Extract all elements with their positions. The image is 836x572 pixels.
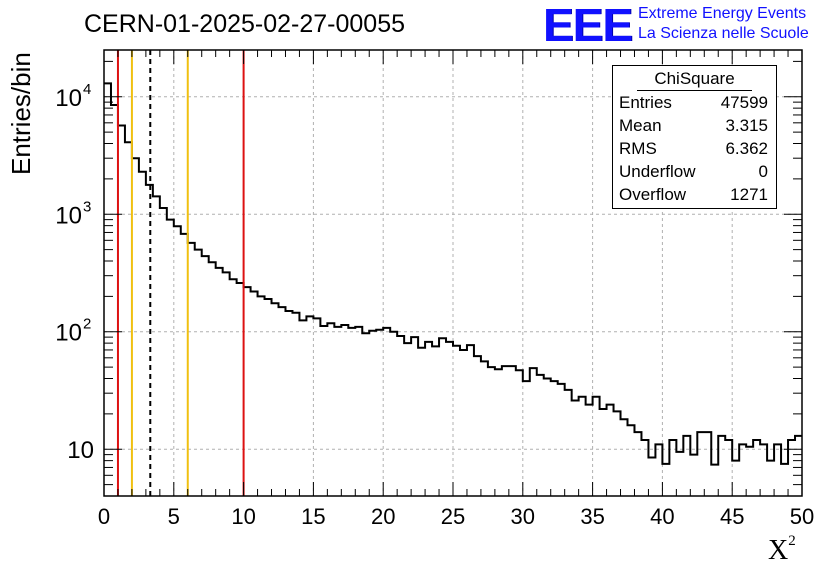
y-tick-label: 10 [67,437,94,464]
logo-text-line1: Extreme Energy Events [638,5,807,22]
y-tick-label-base: 10 [55,85,82,112]
stats-value: 0 [758,162,768,181]
stats-label: Entries [619,93,672,112]
x-tick-label: 30 [511,504,535,529]
x-axis-label: X2 [768,532,796,567]
x-tick-label: 45 [720,504,744,529]
y-tick-label-base: 10 [55,320,82,347]
stats-label: Overflow [619,185,687,204]
stats-row-rms: RMS 6.362 [613,137,776,160]
y-tick-label: 10 [55,320,82,347]
chart-title: CERN-01-2025-02-27-00055 [84,10,406,38]
x-tick-label: 35 [580,504,604,529]
x-tick-label: 20 [371,504,395,529]
stats-label: Underflow [619,162,696,181]
stats-divider [637,90,752,91]
stats-value: 47599 [720,93,768,112]
stats-title: ChiSquare [654,69,735,88]
stats-row-entries: Entries 47599 [613,91,776,114]
eee-logo-mark: EEE [543,0,633,51]
stats-row-mean: Mean 3.315 [613,114,776,137]
stats-value: 3.315 [725,116,768,135]
histogram [104,82,802,466]
y-tick-label: 10 [55,85,82,112]
stats-box: ChiSquare Entries 47599 Mean 3.315 RMS 6.362 U… [612,65,777,209]
stats-value: 1271 [730,185,768,204]
stats-rows: Entries 47599 Mean 3.315 RMS 6.362 Underflow 0 O… [613,91,776,206]
y-tick-label-exp: 4 [83,81,91,98]
x-tick-label: 25 [441,504,465,529]
stats-value: 6.362 [725,139,768,158]
histogram-line [104,82,802,466]
x-tick-label: 15 [301,504,325,529]
x-axis-label-sup: 2 [788,532,796,549]
x-tick-label: 40 [650,504,674,529]
y-tick-label-base: 10 [67,437,94,464]
stats-row-underflow: Underflow 0 [613,160,776,183]
x-tick-label: 50 [790,504,814,529]
x-axis-label-text: X [768,535,789,566]
y-tick-label-base: 10 [55,202,82,229]
x-tick-labels: 0 5 10 15 20 25 30 35 40 45 50 [98,504,814,529]
y-tick-label: 10 [55,202,82,229]
y-tick-label-exp: 3 [83,198,91,215]
x-tick-label: 5 [168,504,180,529]
x-tick-label: 10 [231,504,255,529]
stats-label: Mean [619,116,662,135]
stats-row-overflow: Overflow 1271 [613,183,776,206]
stats-label: RMS [619,139,657,158]
vertical-markers [116,50,245,496]
y-tick-label-exp: 2 [83,316,91,333]
logo-text-line2: La Scienza nelle Scuole [638,25,809,42]
x-tick-label: 0 [98,504,110,529]
axis-ticks [103,50,803,497]
